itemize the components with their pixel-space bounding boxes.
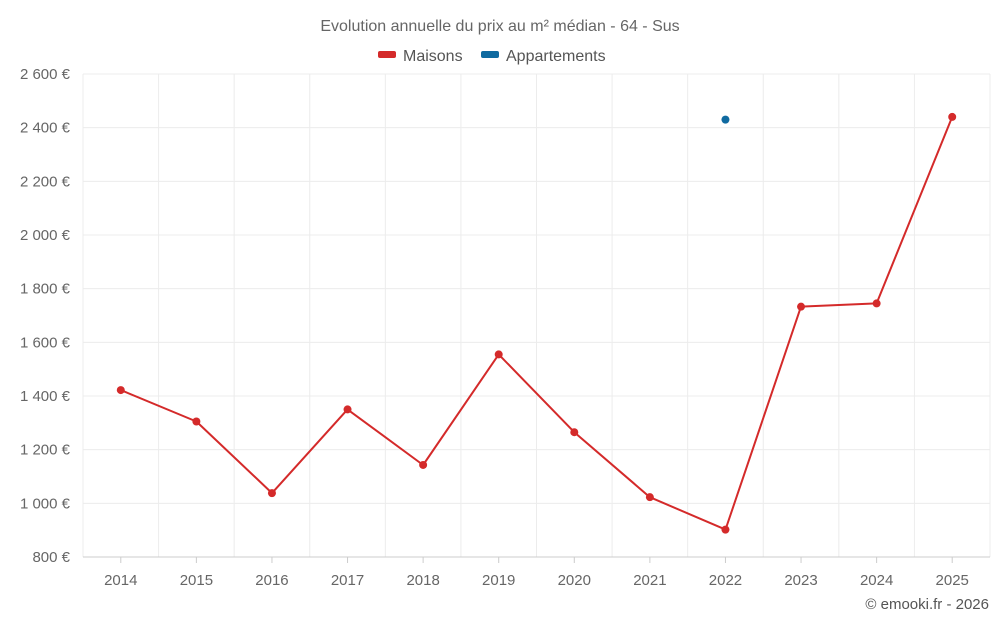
y-tick-label: 1 800 €: [20, 281, 71, 298]
grid: [82, 73, 991, 557]
x-tick-label: 2021: [633, 572, 666, 589]
x-tick-label: 2015: [180, 572, 213, 589]
y-tick-label: 800 €: [32, 549, 70, 566]
data-point-maisons-2022[interactable]: [721, 525, 730, 534]
data-point-maisons-2017[interactable]: [343, 405, 352, 414]
y-tick-label: 1 600 €: [20, 334, 71, 351]
y-tick-label: 2 600 €: [20, 66, 71, 83]
data-point-appartements-2022[interactable]: [721, 115, 730, 124]
y-axis: 800 € 1 000 € 1 200 € 1 400 € 1 600 € 1 800 €…: [20, 66, 71, 566]
chart-title: Evolution annuelle du prix au m² médian …: [320, 18, 679, 35]
data-point-maisons-2020[interactable]: [570, 428, 579, 437]
legend-label-maisons: Maisons: [403, 48, 463, 65]
y-tick-label: 2 000 €: [20, 227, 71, 244]
x-tick-label: 2019: [482, 572, 515, 589]
y-tick-label: 1 400 €: [20, 388, 71, 405]
x-tick-label: 2017: [331, 572, 364, 589]
legend-label-appartements: Appartements: [506, 48, 606, 65]
legend-swatch-appartements: [481, 51, 499, 58]
data-point-maisons-2019[interactable]: [494, 350, 503, 359]
series-line-maisons: [120, 116, 954, 531]
y-tick-label: 2 400 €: [20, 120, 71, 137]
data-point-maisons-2021[interactable]: [645, 493, 654, 502]
x-tick-label: 2018: [406, 572, 439, 589]
legend-item-maisons[interactable]: Maisons: [378, 48, 463, 65]
data-point-maisons-2016[interactable]: [267, 489, 276, 498]
data-point-maisons-2023[interactable]: [797, 302, 806, 311]
legend-item-appartements[interactable]: Appartements: [481, 48, 606, 65]
credit-text: © emooki.fr - 2026: [865, 596, 989, 613]
data-point-maisons-2018[interactable]: [419, 460, 428, 469]
data-point-maisons-2024[interactable]: [872, 299, 881, 308]
data-point-maisons-2025[interactable]: [948, 112, 957, 121]
y-tick-label: 1 000 €: [20, 495, 71, 512]
y-tick-label: 2 200 €: [20, 173, 71, 190]
x-tick-label: 2016: [255, 572, 288, 589]
x-tick-label: 2022: [709, 572, 742, 589]
x-tick-label: 2025: [936, 572, 969, 589]
data-point-maisons-2014[interactable]: [116, 386, 125, 395]
legend: Maisons Appartements: [378, 48, 606, 65]
x-tick-label: 2014: [104, 572, 137, 589]
data-point-maisons-2015[interactable]: [192, 417, 201, 426]
x-tick-label: 2024: [860, 572, 893, 589]
legend-swatch-maisons: [378, 51, 396, 58]
x-tick-label: 2020: [558, 572, 591, 589]
x-axis: 2014 2015 2016 2017 2018 2019 2020 2021 2022 2023…: [83, 556, 990, 589]
y-tick-label: 1 200 €: [20, 442, 71, 459]
series: [116, 112, 957, 534]
x-tick-label: 2023: [784, 572, 817, 589]
